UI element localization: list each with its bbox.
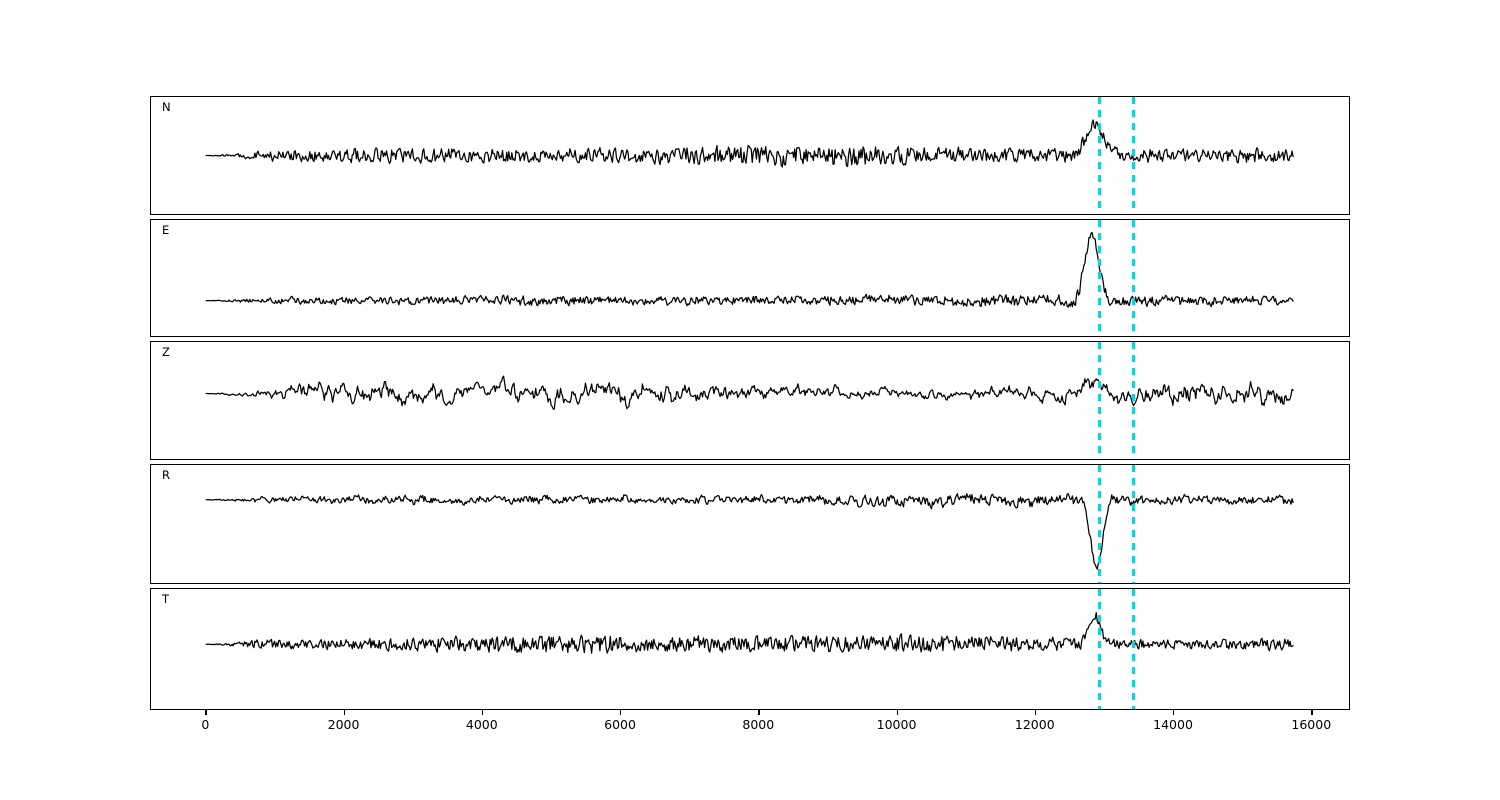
waveform-trace-r — [205, 493, 1294, 570]
x-tick-label-16000: 16000 — [1291, 717, 1332, 732]
x-tick-16000 — [1311, 710, 1313, 715]
phase-marker-2 — [1131, 97, 1135, 214]
phase-marker-2 — [1131, 220, 1135, 336]
panel-label-e: E — [162, 223, 170, 237]
phase-marker-2 — [1131, 589, 1135, 709]
x-tick-2000 — [343, 710, 345, 715]
x-axis: 0 2000 4000 6000 8000 10000 12000 14000 16000 — [150, 710, 1350, 770]
panel-vertical-component: Z — [150, 341, 1350, 460]
phase-marker-1 — [1097, 589, 1101, 709]
x-tick-10000 — [896, 710, 898, 715]
waveform-trace-n — [205, 119, 1294, 168]
x-tick-14000 — [1173, 710, 1175, 715]
phase-marker-1 — [1097, 220, 1101, 336]
phase-marker-1 — [1097, 342, 1101, 459]
panel-radial-component: R — [150, 464, 1350, 584]
phase-marker-1 — [1097, 97, 1101, 214]
panel-label-n: N — [162, 100, 171, 114]
x-tick-8000 — [758, 710, 760, 715]
x-tick-12000 — [1034, 710, 1037, 715]
panel-label-z: Z — [162, 345, 170, 359]
waveform-trace-z — [205, 375, 1294, 410]
x-tick-label-0: 0 — [201, 717, 210, 732]
x-tick-label-2000: 2000 — [327, 717, 360, 732]
waveform-trace-t — [205, 612, 1294, 654]
x-tick-4000 — [481, 710, 484, 715]
panel-label-t: T — [162, 592, 170, 606]
phase-marker-1 — [1097, 465, 1101, 583]
waveform-trace-e — [205, 231, 1294, 308]
panel-transverse-component: T — [150, 588, 1350, 710]
panel-east-component: E — [150, 219, 1350, 337]
phase-marker-2 — [1131, 465, 1135, 583]
x-tick-6000 — [620, 710, 622, 715]
x-tick-label-4000: 4000 — [465, 717, 498, 732]
x-tick-0 — [205, 710, 207, 715]
x-tick-label-14000: 14000 — [1153, 717, 1193, 732]
phase-marker-2 — [1131, 342, 1135, 459]
panel-north-component: N — [150, 96, 1350, 215]
x-tick-label-10000: 10000 — [876, 717, 917, 732]
x-tick-label-8000: 8000 — [742, 717, 775, 732]
x-tick-label-6000: 6000 — [604, 717, 636, 732]
panel-label-r: R — [162, 468, 170, 482]
x-tick-label-12000: 12000 — [1014, 717, 1055, 732]
